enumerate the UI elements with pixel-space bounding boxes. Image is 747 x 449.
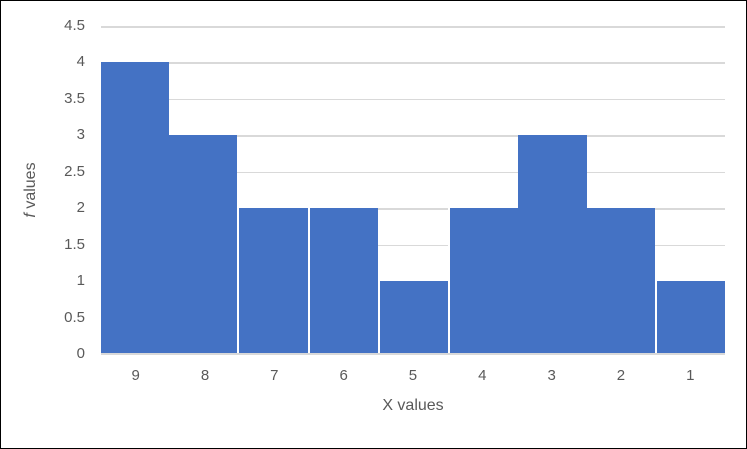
x-tick-label-1: 1 bbox=[686, 367, 695, 384]
bar-x8 bbox=[169, 135, 238, 354]
bar-x7 bbox=[237, 208, 308, 354]
gridline-y-2.5 bbox=[101, 171, 725, 174]
gridline-y-2 bbox=[101, 208, 725, 210]
bar-x2 bbox=[586, 208, 655, 354]
y-tick-label-4.5: 4.5 bbox=[64, 17, 85, 34]
bar-x1 bbox=[654, 281, 725, 354]
bar-x6 bbox=[307, 208, 378, 354]
x-tick-label-8: 8 bbox=[200, 367, 210, 384]
y-axis-tick-labels: 0 0.5 1 1.5 2 2.5 3 3.5 4 4.5 bbox=[1, 1, 85, 448]
x-tick-label-4: 4 bbox=[478, 367, 487, 384]
y-tick-label-3: 3 bbox=[76, 126, 85, 144]
bar-x3 bbox=[518, 135, 587, 354]
x-tick-label-2: 2 bbox=[616, 367, 626, 384]
x-tick-label-7: 7 bbox=[270, 367, 279, 384]
x-tick-label-5: 5 bbox=[408, 367, 418, 384]
gridline-y-3 bbox=[101, 135, 725, 137]
bar-x4 bbox=[448, 208, 519, 354]
x-axis-tick-labels: 9 8 7 6 5 4 3 2 1 bbox=[101, 367, 725, 385]
y-tick-label-0.5: 0.5 bbox=[64, 308, 85, 326]
bar-x9 bbox=[101, 62, 170, 354]
y-tick-label-3.5: 3.5 bbox=[64, 89, 85, 107]
y-tick-label-1: 1 bbox=[76, 272, 85, 290]
y-tick-label-1.5: 1.5 bbox=[64, 235, 85, 253]
y-tick-label-2: 2 bbox=[76, 199, 85, 217]
bar-x5 bbox=[377, 281, 449, 354]
x-axis-line bbox=[101, 353, 725, 355]
bar-series bbox=[101, 26, 725, 354]
y-tick-label-4: 4 bbox=[76, 53, 85, 71]
plot-area bbox=[101, 26, 725, 355]
gridline-y-4.5 bbox=[101, 26, 725, 28]
y-tick-label-0: 0 bbox=[76, 345, 85, 362]
x-tick-label-9: 9 bbox=[131, 367, 140, 384]
gridline-y-1.5 bbox=[101, 244, 725, 247]
y-tick-label-2.5: 2.5 bbox=[64, 162, 85, 180]
gridline-y-3.5 bbox=[101, 98, 725, 101]
x-tick-label-3: 3 bbox=[547, 367, 556, 384]
x-tick-label-6: 6 bbox=[339, 367, 348, 384]
gridline-y-4 bbox=[101, 62, 725, 64]
x-axis-title: X values bbox=[382, 397, 444, 414]
